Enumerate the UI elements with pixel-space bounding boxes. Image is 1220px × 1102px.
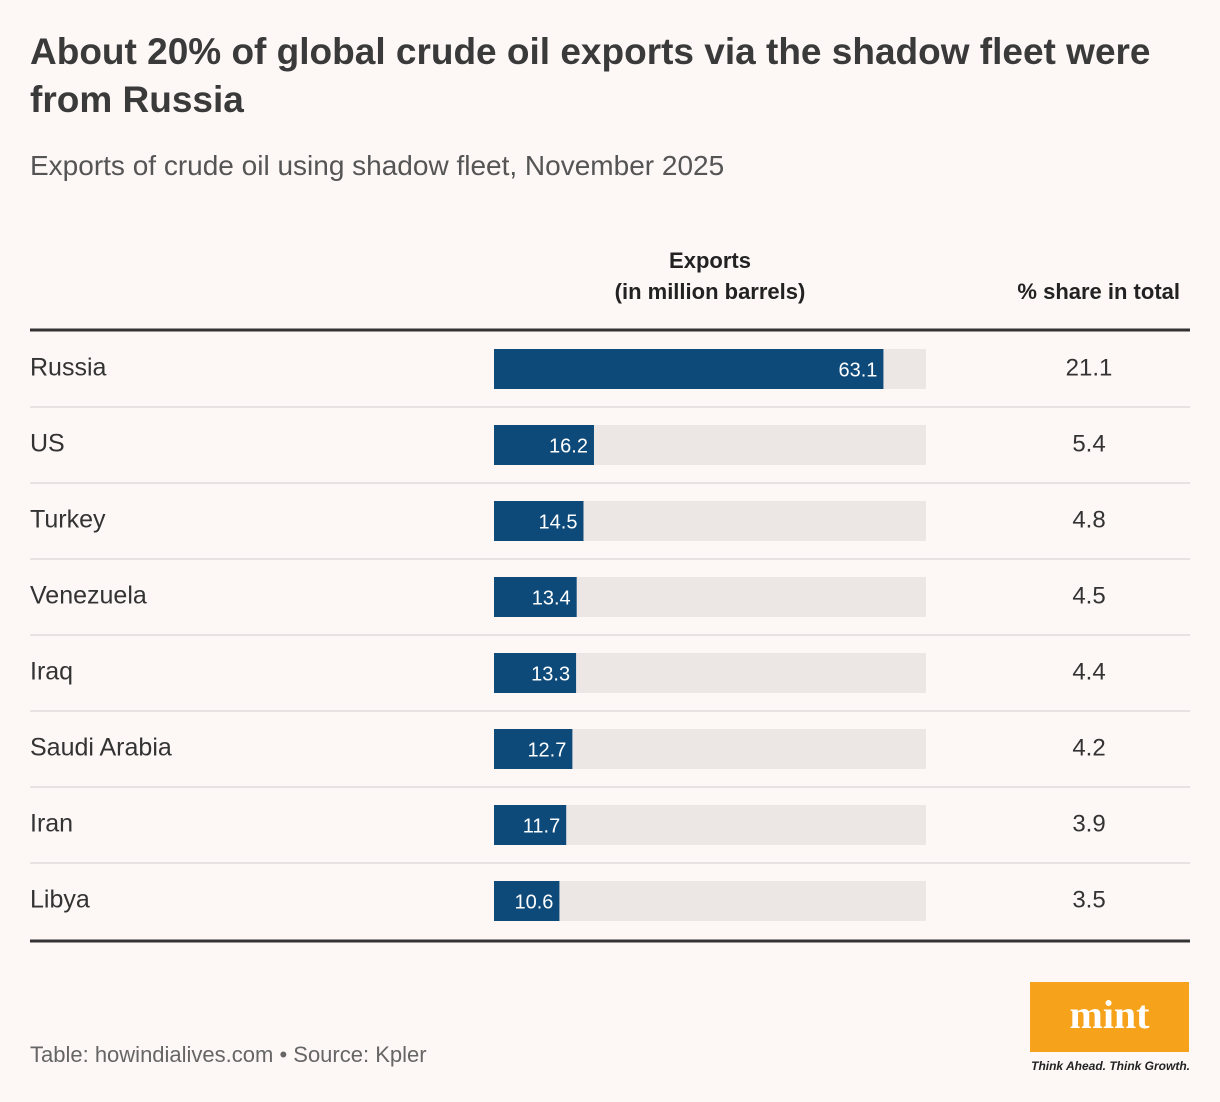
logo-tagline: Think Ahead. Think Growth. xyxy=(1031,1059,1190,1073)
share-value: 5.4 xyxy=(1072,430,1105,457)
bar-value-label: 16.2 xyxy=(549,435,588,457)
bar-value-label: 11.7 xyxy=(523,815,560,837)
bar-value-label: 14.5 xyxy=(539,511,578,533)
column-header: Exports xyxy=(669,248,751,273)
row-label: Saudi Arabia xyxy=(30,734,172,762)
bar xyxy=(494,805,567,845)
row-label: Iraq xyxy=(30,658,73,686)
subtitle: Exports of crude oil using shadow fleet,… xyxy=(30,150,725,181)
column-header: % share in total xyxy=(1017,279,1180,304)
bar xyxy=(494,881,560,921)
share-value: 3.5 xyxy=(1072,886,1105,913)
row-label: Iran xyxy=(30,810,73,838)
title: About 20% of global crude oil exports vi… xyxy=(30,31,1151,120)
bar xyxy=(494,425,594,465)
bar-value-label: 10.6 xyxy=(514,891,553,913)
bar xyxy=(494,501,584,541)
logo: mint xyxy=(1030,982,1189,1052)
share-value: 21.1 xyxy=(1066,354,1113,381)
share-value: 4.5 xyxy=(1072,582,1105,609)
bar xyxy=(494,653,577,693)
bar-value-label: 13.4 xyxy=(532,587,571,609)
row-label: Russia xyxy=(30,354,107,382)
bar-value-label: 12.7 xyxy=(527,739,566,761)
share-value: 4.8 xyxy=(1072,506,1105,533)
bar xyxy=(494,577,577,617)
share-value: 3.9 xyxy=(1072,810,1105,837)
bar xyxy=(494,729,573,769)
row-label: Venezuela xyxy=(30,582,147,610)
table-chart: Exports (in million barrels) % share in … xyxy=(30,248,1190,943)
row-label: Libya xyxy=(30,886,90,914)
bar xyxy=(494,349,884,389)
column-header: (in million barrels) xyxy=(615,279,806,304)
row-label: Turkey xyxy=(30,506,106,534)
row-label: US xyxy=(30,430,65,458)
footer: Table: howindialives.com • Source: Kpler xyxy=(30,1042,427,1067)
bar-track xyxy=(494,881,926,921)
bar-value-label: 13.3 xyxy=(531,663,570,685)
bar-value-label: 63.1 xyxy=(838,359,877,381)
share-value: 4.4 xyxy=(1072,658,1105,685)
share-value: 4.2 xyxy=(1072,734,1105,761)
